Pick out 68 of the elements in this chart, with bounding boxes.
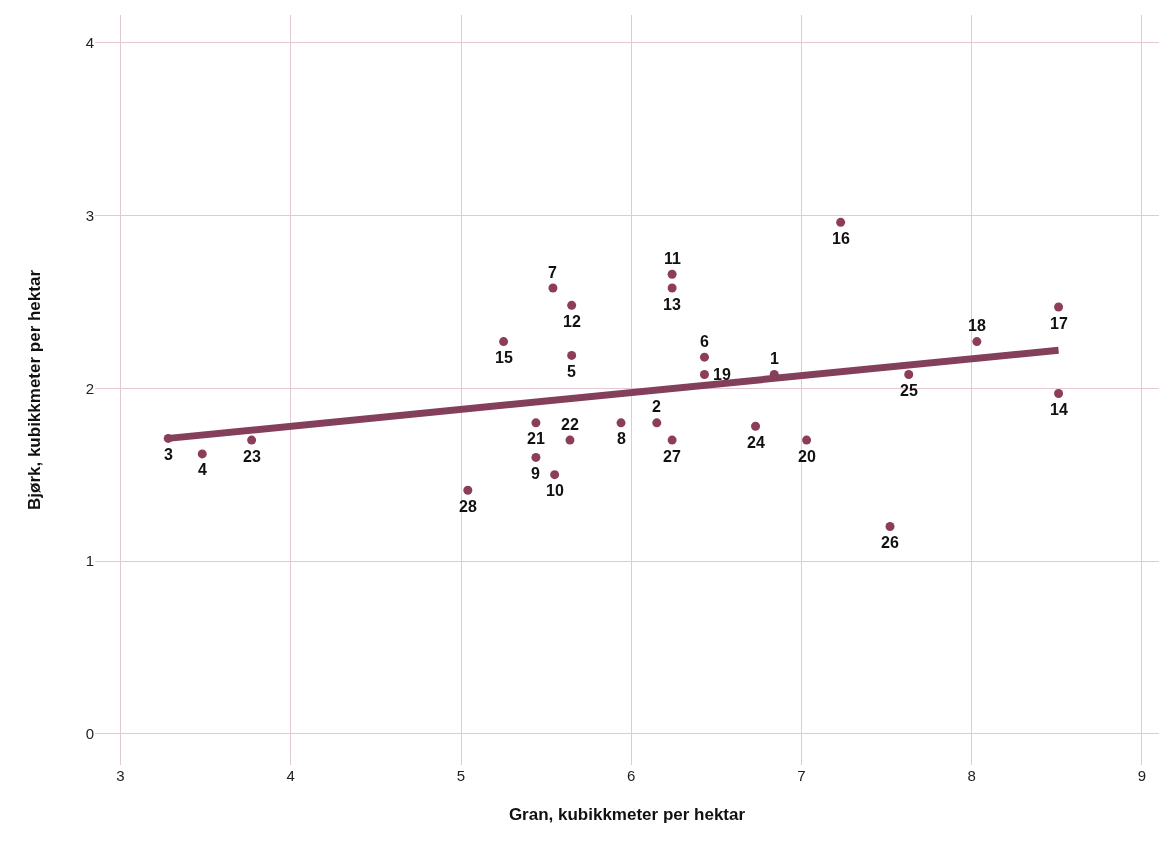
x-tick-label: 6: [627, 767, 636, 784]
point: [667, 269, 677, 279]
annotation: 16: [832, 230, 850, 247]
annotation: 24: [747, 434, 765, 451]
annotation: 17: [1050, 315, 1068, 332]
annotation: 4: [198, 461, 207, 478]
annotation: 28: [459, 498, 477, 515]
point: [904, 369, 914, 379]
point: [247, 435, 257, 445]
annotation: 27: [663, 448, 681, 465]
y-tick-label: 4: [85, 33, 94, 51]
y-tick-label: 0: [85, 725, 94, 743]
point: [885, 522, 895, 532]
annotation: 26: [881, 534, 899, 551]
point: [972, 337, 982, 347]
annotation: 22: [561, 416, 579, 433]
point: [751, 421, 761, 431]
annotation: 1: [770, 350, 779, 367]
point: [567, 300, 577, 310]
point: [197, 449, 207, 459]
point: [616, 418, 626, 428]
x-tick-label: 3: [116, 767, 125, 784]
point: [699, 352, 709, 362]
y-axis-title: Bjørk, kubikkmeter per hektar: [25, 269, 45, 510]
point: [667, 283, 677, 293]
y-tick-label: 3: [85, 206, 94, 224]
point: [531, 418, 541, 428]
point: [652, 418, 662, 428]
point: [548, 283, 558, 293]
annotation: 2: [652, 398, 661, 415]
point: [463, 485, 473, 495]
annotation: 18: [968, 317, 986, 334]
x-tick-label: 5: [456, 767, 466, 784]
x-tick-label: 7: [797, 767, 806, 784]
annotation: 9: [531, 465, 540, 482]
annotation: 19: [713, 366, 731, 383]
x-tick-label: 8: [967, 767, 976, 784]
point: [667, 435, 677, 445]
point: [531, 452, 541, 462]
annotation: 8: [617, 430, 626, 447]
point: [836, 217, 846, 227]
annotation: 3: [164, 446, 173, 463]
annotation: 6: [700, 333, 709, 350]
point: [550, 470, 560, 480]
annotation: 12: [563, 313, 581, 330]
x-axis-title: Gran, kubikkmeter per hektar: [508, 805, 746, 825]
point: [1054, 388, 1064, 398]
annotation: 25: [900, 382, 918, 399]
point: [567, 350, 577, 360]
annotation: 15: [495, 349, 513, 366]
point: [802, 435, 812, 445]
y-tick-label: 2: [85, 379, 94, 397]
point: [699, 369, 709, 379]
annotation: 14: [1050, 401, 1068, 418]
point: [565, 435, 575, 445]
annotation: 10: [546, 482, 564, 499]
point: [1054, 302, 1064, 312]
x-tick-label: 4: [286, 767, 295, 784]
x-tick-label: 9: [1137, 767, 1147, 784]
annotation: 23: [243, 448, 261, 465]
annotation: 5: [567, 363, 576, 380]
annotation: 20: [798, 448, 816, 465]
annotation: 11: [664, 250, 682, 267]
annotation: 13: [663, 296, 681, 313]
point: [499, 337, 509, 347]
y-tick-label: 1: [85, 552, 94, 570]
annotation: 7: [548, 264, 557, 281]
annotation: 21: [527, 430, 545, 447]
